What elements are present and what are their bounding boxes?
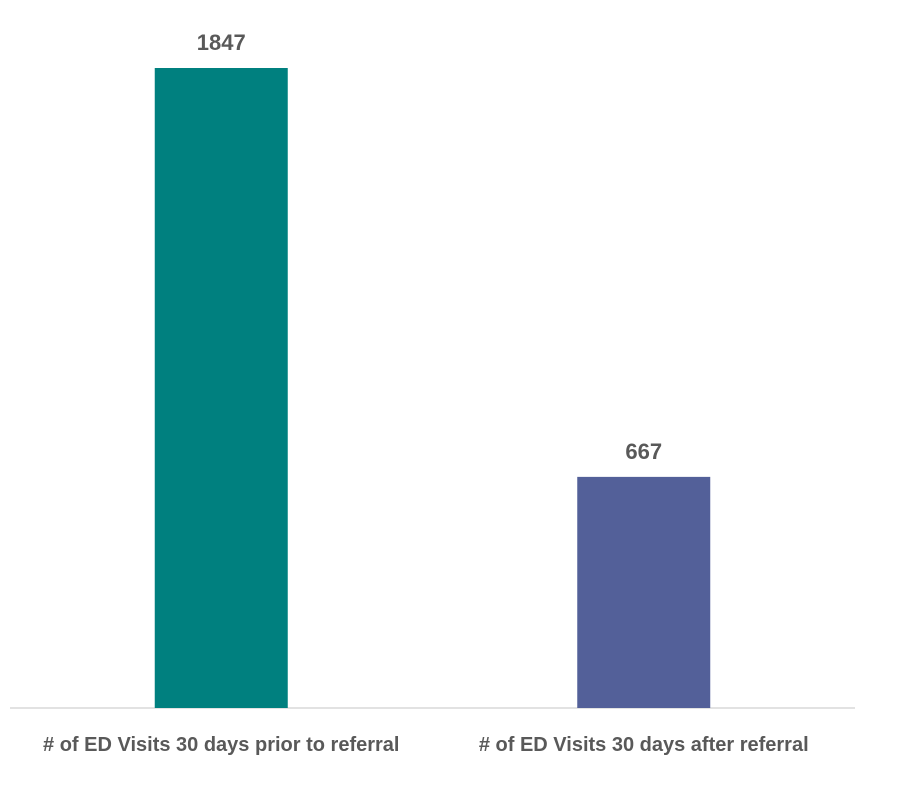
- bar: [577, 476, 711, 708]
- x-tick-label: # of ED Visits 30 days after referral: [478, 734, 809, 756]
- bar: [154, 68, 288, 708]
- x-tick-label: # of ED Visits 30 days prior to referral: [43, 734, 400, 756]
- data-label: 667: [625, 439, 662, 464]
- data-label: 1847: [197, 30, 246, 55]
